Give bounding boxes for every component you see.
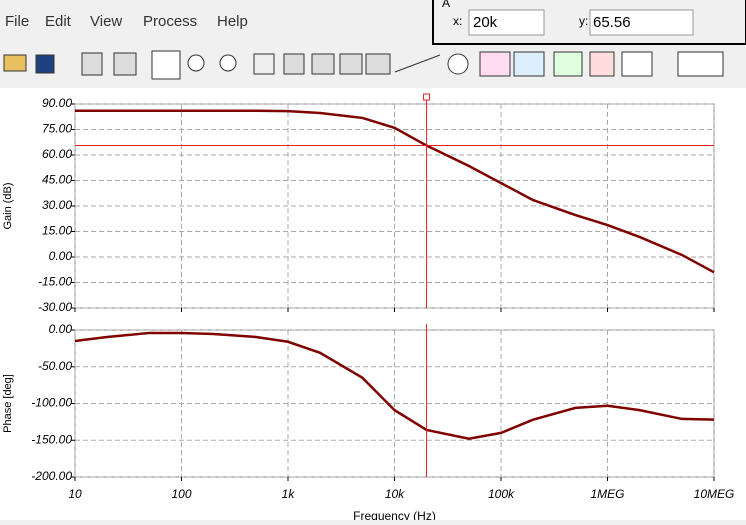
cursor-label: A [442,0,450,10]
x-tick-label: 100 [171,487,191,501]
series-line [74,331,715,441]
y-tick-label: 90.00 [42,96,72,110]
plot-area [74,103,715,309]
curve-button[interactable] [553,51,583,77]
y-tick-label: 45.00 [42,173,72,187]
menu-item[interactable]: Help [217,13,248,30]
y-field[interactable] [589,9,694,36]
cursor-handle [423,93,431,101]
x-tick-label: 1MEG [590,487,624,501]
line-button[interactable] [394,54,441,73]
y-tick-label: 0.00 [49,249,73,263]
toolbar [3,50,724,80]
text-button[interactable] [283,53,305,75]
series-line [75,109,715,274]
menu-item[interactable]: Edit [45,13,72,30]
y-tick-label: -30.00 [38,300,72,314]
x-tick-label: 10 [68,487,82,501]
menu-item[interactable]: View [90,13,122,30]
menu-bar: File Edit View Process Help [5,13,248,30]
x-label: x: [453,14,462,28]
y-tick-label: -50.00 [38,359,72,373]
zoom-fit-button[interactable] [219,54,237,72]
y-tick-label: 60.00 [42,147,72,161]
y-tick-label: 75.00 [42,122,72,136]
menu-item[interactable]: File [5,13,29,30]
y-tick-label: 30.00 [42,198,72,212]
y-tick-label: -15.00 [38,275,72,289]
paste-button[interactable] [113,52,137,76]
y-value: 65.56 [593,14,631,31]
y-tick-label: -200.00 [31,469,72,483]
x-tick-label: 10MEG [694,487,735,501]
cursor-panel: A x: 20k y: 65.56 [432,0,746,45]
tool-button[interactable] [311,53,335,75]
axis-button[interactable] [621,51,653,77]
cursor-b-button[interactable] [513,51,545,77]
tool-button[interactable] [339,53,363,75]
copy-button[interactable] [81,52,103,76]
arrows-button[interactable] [677,51,724,77]
marker-button[interactable] [589,51,615,77]
x-field[interactable] [468,9,545,36]
y-tick-label: 15.00 [42,224,72,238]
y-axis-title: Phase [deg] [2,374,14,433]
zoom-in-button[interactable] [187,54,205,72]
open-button[interactable] [3,54,27,72]
x-value: 20k [473,14,498,31]
y-tick-label: 0.00 [49,322,73,336]
x-tick-label: 1k [282,487,296,501]
grid-button[interactable] [253,53,275,75]
menu-item[interactable]: Process [143,13,197,30]
tool-button[interactable] [365,53,391,75]
circle-button[interactable] [447,53,469,75]
y-axis-title: Gain (dB) [2,182,14,229]
cursor-a-button[interactable] [479,51,511,77]
x-tick-label: 100k [488,487,515,501]
y-tick-label: -100.00 [31,396,72,410]
x-tick-label: 10k [385,487,405,501]
x-axis-title: Frequency (Hz) [353,509,436,520]
select-button[interactable] [151,50,181,80]
y-label: y: [579,14,588,28]
save-button[interactable] [35,54,55,74]
y-tick-label: -150.00 [31,432,72,446]
